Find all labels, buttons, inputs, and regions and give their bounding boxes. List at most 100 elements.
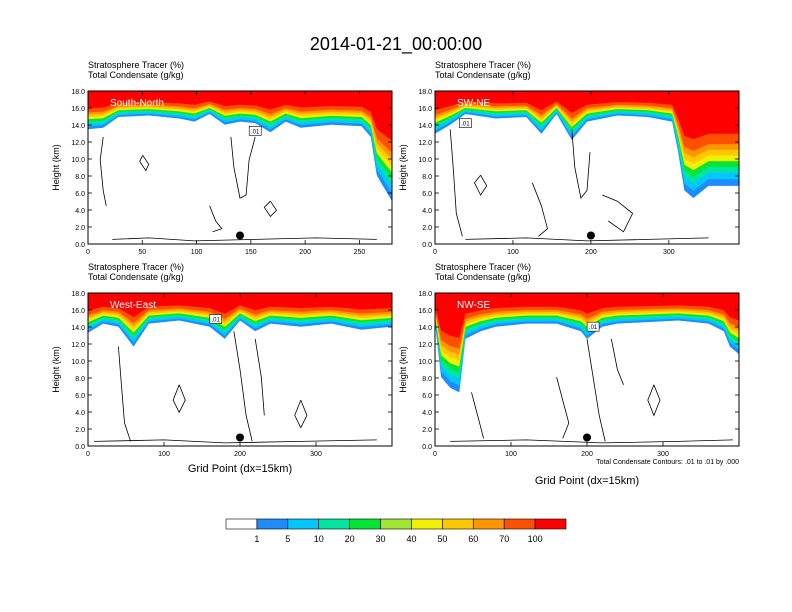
y-tick-label: 8.0 [422,174,432,181]
x-tick-label: 0 [433,249,437,256]
panel-name: SW-NE [457,98,490,109]
contour-line [94,439,377,444]
location-marker [583,433,591,442]
x-tick-label: 300 [657,451,669,458]
condensate-contours [450,338,733,444]
y-tick-label: 14.0 [418,123,432,130]
y-tick-label: 6.0 [422,393,432,400]
panel-title-condensate: Total Condensate (g/kg) [88,70,184,80]
contour-label-box [586,321,600,332]
y-tick-label: 18.0 [418,291,432,298]
contour-line [99,136,107,206]
colorbar-swatch [225,518,258,530]
y-axis-label: Height (km) [51,346,61,393]
colorbar-label: 100 [528,534,543,544]
contour-line [531,182,548,237]
colorbar-label: 60 [468,534,478,544]
y-tick-label: 12.0 [418,140,432,147]
x-tick-label: 200 [299,249,311,256]
tracer-field [435,293,739,393]
contour-line [230,136,256,199]
panel-west-east: Stratosphere Tracer (%)Total Condensate … [51,262,393,458]
contour-line [647,384,661,417]
panel-name: West-East [110,300,156,311]
contour-line [571,129,591,200]
contour-line [118,346,131,442]
location-marker [236,433,244,442]
contour-line [139,155,150,172]
condensate-contours [449,129,709,242]
y-tick-label: 0.0 [75,242,85,249]
y-tick-label: 0.0 [75,444,85,451]
contour-label-box [459,118,472,128]
tracer-band-5 [435,91,739,171]
y-tick-label: 0.0 [422,444,432,451]
x-tick-label: 200 [234,451,246,458]
y-tick-label: 16.0 [71,308,85,315]
tracer-band-4 [435,91,739,177]
panel-title-tracer: Stratosphere Tracer (%) [435,60,531,70]
colorbar-swatch [411,518,443,530]
x-tick-label: 200 [581,451,593,458]
contour-line [450,439,733,444]
tracer-field [435,91,739,199]
y-tick-label: 18.0 [71,89,85,96]
tracer-field [88,293,392,347]
panel-title-tracer: Stratosphere Tracer (%) [88,60,184,70]
x-tick-label: 300 [663,249,675,256]
y-tick-label: 10.0 [71,157,85,164]
location-marker [236,231,244,240]
y-tick-label: 8.0 [422,376,432,383]
y-tick-label: 6.0 [75,393,85,400]
tracer-band-2 [435,91,739,191]
y-tick-label: 2.0 [75,225,85,232]
y-tick-label: 0.0 [422,242,432,249]
y-tick-label: 12.0 [71,342,85,349]
y-tick-label: 16.0 [418,106,432,113]
condensate-contours [94,331,377,444]
panel-title-condensate: Total Condensate (g/kg) [88,272,184,282]
contour-line [465,237,709,242]
colorbar-label: 10 [314,534,324,544]
y-tick-label: 12.0 [71,140,85,147]
y-tick-label: 16.0 [71,106,85,113]
y-tick-label: 18.0 [71,291,85,298]
y-tick-label: 10.0 [418,359,432,366]
colorbar-label: 5 [285,534,290,544]
y-tick-label: 2.0 [422,427,432,434]
y-tick-label: 4.0 [75,410,85,417]
y-tick-label: 4.0 [422,208,432,215]
contour-label: .01 [461,122,470,128]
colorbar-swatch [318,518,350,530]
contour-line [233,331,253,442]
plot-border [87,90,393,245]
colorbar-swatch [503,518,536,530]
colorbar-label: 40 [406,534,416,544]
y-tick-label: 14.0 [71,325,85,332]
panel-name: NW-SE [457,300,490,311]
y-tick-label: 4.0 [75,208,85,215]
y-tick-label: 2.0 [422,225,432,232]
y-axis-label: Height (km) [398,144,408,191]
contour-label: .01 [212,318,221,324]
x-tick-label: 0 [86,249,90,256]
colorbar: 1 5 10 20 30 40 50 60 70 100 [225,518,567,544]
contour-label-box [248,126,262,136]
tracer-band-9 [435,91,739,140]
colorbar-swatch [287,518,320,530]
x-tick-label: 100 [158,451,170,458]
x-tick-label: 0 [433,451,437,458]
y-tick-label: 2.0 [75,427,85,434]
panel-title-condensate: Total Condensate (g/kg) [435,70,531,80]
y-axis-label: Height (km) [398,346,408,393]
tracer-field [88,91,392,202]
colorbar-label: 30 [375,534,385,544]
contour-label: .01 [251,129,260,135]
tracer-band-9 [435,293,739,338]
y-tick-label: 14.0 [71,123,85,130]
y-tick-label: 8.0 [75,174,85,181]
contour-note: Total Condensate Contours: .01 to .01 by… [596,459,739,466]
y-axis-label: Height (km) [51,144,61,191]
panel-title-condensate: Total Condensate (g/kg) [435,272,531,282]
